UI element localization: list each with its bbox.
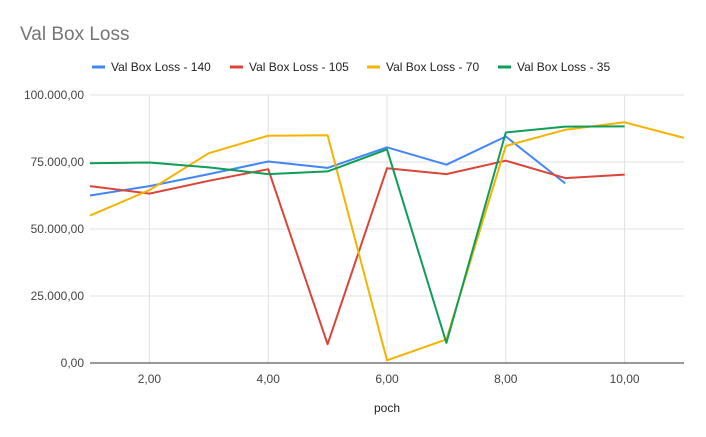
x-axis-label: poch bbox=[374, 401, 400, 415]
y-tick-label: 100.000,00 bbox=[24, 88, 84, 102]
legend-label: Val Box Loss - 70 bbox=[386, 60, 479, 74]
legend-label: Val Box Loss - 35 bbox=[517, 60, 610, 74]
legend-item: Val Box Loss - 140 bbox=[92, 60, 211, 74]
x-tick-label: 2,00 bbox=[138, 372, 162, 386]
legend-label: Val Box Loss - 105 bbox=[249, 60, 349, 74]
series-lines bbox=[89, 121, 685, 362]
x-tick-label: 4,00 bbox=[257, 372, 281, 386]
y-tick-label: 50.000,00 bbox=[31, 222, 85, 236]
y-tick-label: 25.000,00 bbox=[31, 289, 85, 303]
series-line bbox=[89, 135, 566, 197]
y-tick-label: 75.000,00 bbox=[31, 155, 85, 169]
x-tick-label: 10,00 bbox=[610, 372, 640, 386]
legend: Val Box Loss - 140 Val Box Loss - 105 Val … bbox=[92, 60, 610, 74]
y-tick-label: 0,00 bbox=[61, 356, 85, 370]
chart-title: Val Box Loss bbox=[20, 24, 129, 45]
series-line bbox=[89, 159, 625, 346]
x-tick-label: 6,00 bbox=[375, 372, 399, 386]
series-line bbox=[89, 125, 625, 344]
x-tick-label: 8,00 bbox=[494, 372, 518, 386]
gridlines bbox=[90, 94, 684, 363]
legend-item: Val Box Loss - 105 bbox=[230, 60, 349, 74]
legend-item: Val Box Loss - 35 bbox=[498, 60, 610, 74]
y-axis-ticks: 0,00 25.000,00 50.000,00 75.000,00 100.000,0… bbox=[24, 88, 84, 370]
x-axis-ticks: 2,00 4,00 6,00 8,00 10,00 bbox=[138, 372, 640, 386]
legend-item: Val Box Loss - 70 bbox=[367, 60, 479, 74]
legend-label: Val Box Loss - 140 bbox=[111, 60, 211, 74]
